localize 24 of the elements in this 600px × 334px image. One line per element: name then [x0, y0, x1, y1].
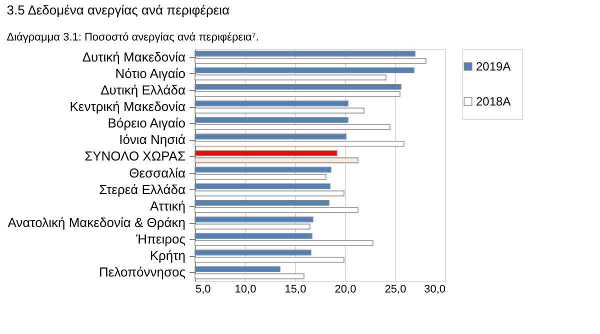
y-tick-label: Δυτική Μακεδονία — [82, 49, 186, 64]
y-tick-label: Αττική — [150, 198, 186, 214]
y-tick-label: Κρήτη — [150, 248, 186, 264]
x-tick-label: 5,0 — [196, 284, 211, 296]
y-tick-label: Δυτική Ελλάδα — [100, 82, 186, 98]
y-tick-label: Ανατολική Μακεδονία & Θράκη — [8, 215, 186, 230]
y-tick-label: Κεντρική Μακεδονία — [70, 99, 186, 114]
y-tick-label: Στερεά Ελλάδα — [99, 182, 186, 197]
y-tick-label: Θεσσαλία — [129, 165, 186, 180]
y-tick-label: Ιόνια Νησιά — [119, 132, 186, 148]
chart-subtitle: Διάγραμμα 3.1: Ποσοστό ανεργίας ανά περιφέρεια⁷. — [6, 32, 259, 44]
x-tick-label: 10,0 — [234, 284, 256, 296]
x-tick-label: 30,0 — [424, 284, 446, 296]
x-tick-label: 20,0 — [334, 284, 356, 296]
legend-label: 2019Α — [476, 60, 511, 74]
x-tick-label: 25,0 — [384, 284, 406, 296]
y-tick-label: ΣΥΝΟΛΟ ΧΩΡΑΣ — [84, 148, 186, 164]
y-tick-label: Πελοπόννησος — [99, 264, 186, 280]
y-tick-label: Ήπειρος — [135, 232, 186, 247]
y-tick-label: Βόρειο Αιγαίο — [108, 116, 186, 131]
y-tick-label: Νότιο Αιγαίο — [115, 66, 186, 81]
chart-title: 3.5 Δεδομένα ανεργίας ανά περιφέρεια — [6, 2, 230, 18]
legend-label: 2018Α — [476, 94, 511, 108]
x-tick-label: 15,0 — [284, 284, 306, 296]
